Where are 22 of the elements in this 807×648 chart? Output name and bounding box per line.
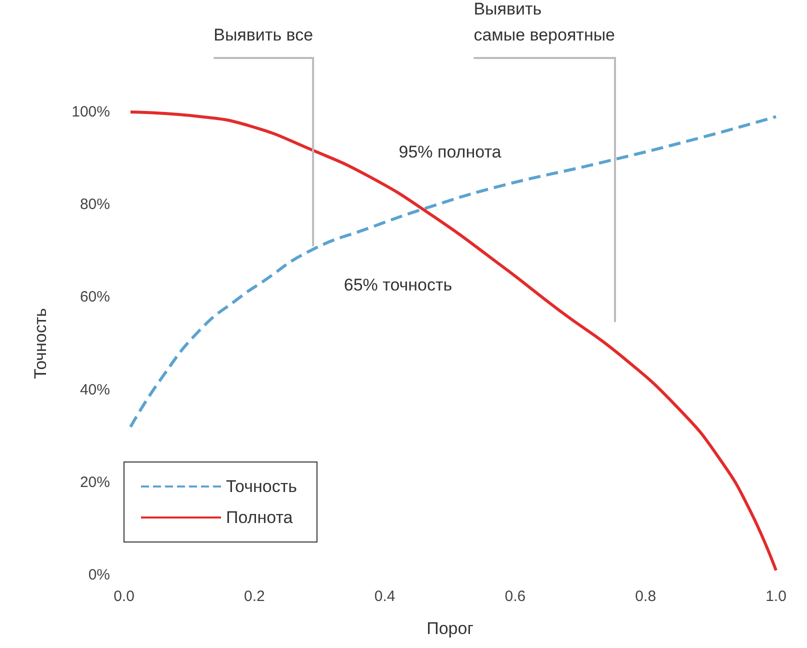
x-tick-label: 0.4 bbox=[374, 588, 396, 605]
x-axis-title: Порог bbox=[426, 619, 474, 638]
y-tick-label: 60% bbox=[80, 288, 110, 306]
x-tick-label: 0.8 bbox=[635, 588, 656, 605]
y-tick-label: 80% bbox=[80, 196, 110, 214]
annotation: 95% полнота bbox=[398, 142, 502, 162]
x-tick-label: 0.2 bbox=[244, 588, 265, 605]
annotation: 65% точность bbox=[344, 276, 452, 294]
legend-label: Точность bbox=[226, 477, 298, 496]
x-tick-label: 0.0 bbox=[114, 588, 134, 605]
x-tick-label: 0.6 bbox=[504, 588, 526, 605]
line-series bbox=[129, 115, 778, 428]
y-tick-label: 0% bbox=[88, 566, 110, 584]
y-tick-label: 40% bbox=[80, 381, 110, 398]
x-tick-label: 1.0 bbox=[766, 588, 786, 605]
y-tick-label: 100% bbox=[72, 104, 110, 120]
annotation: Выявить все bbox=[214, 26, 314, 44]
line-series bbox=[129, 110, 778, 572]
text: Выявить самые вероятные bbox=[474, 0, 615, 44]
y-tick-label: 20% bbox=[80, 474, 110, 491]
y-axis-title: Точность bbox=[31, 308, 50, 379]
legend-label: Полнота bbox=[226, 508, 294, 527]
